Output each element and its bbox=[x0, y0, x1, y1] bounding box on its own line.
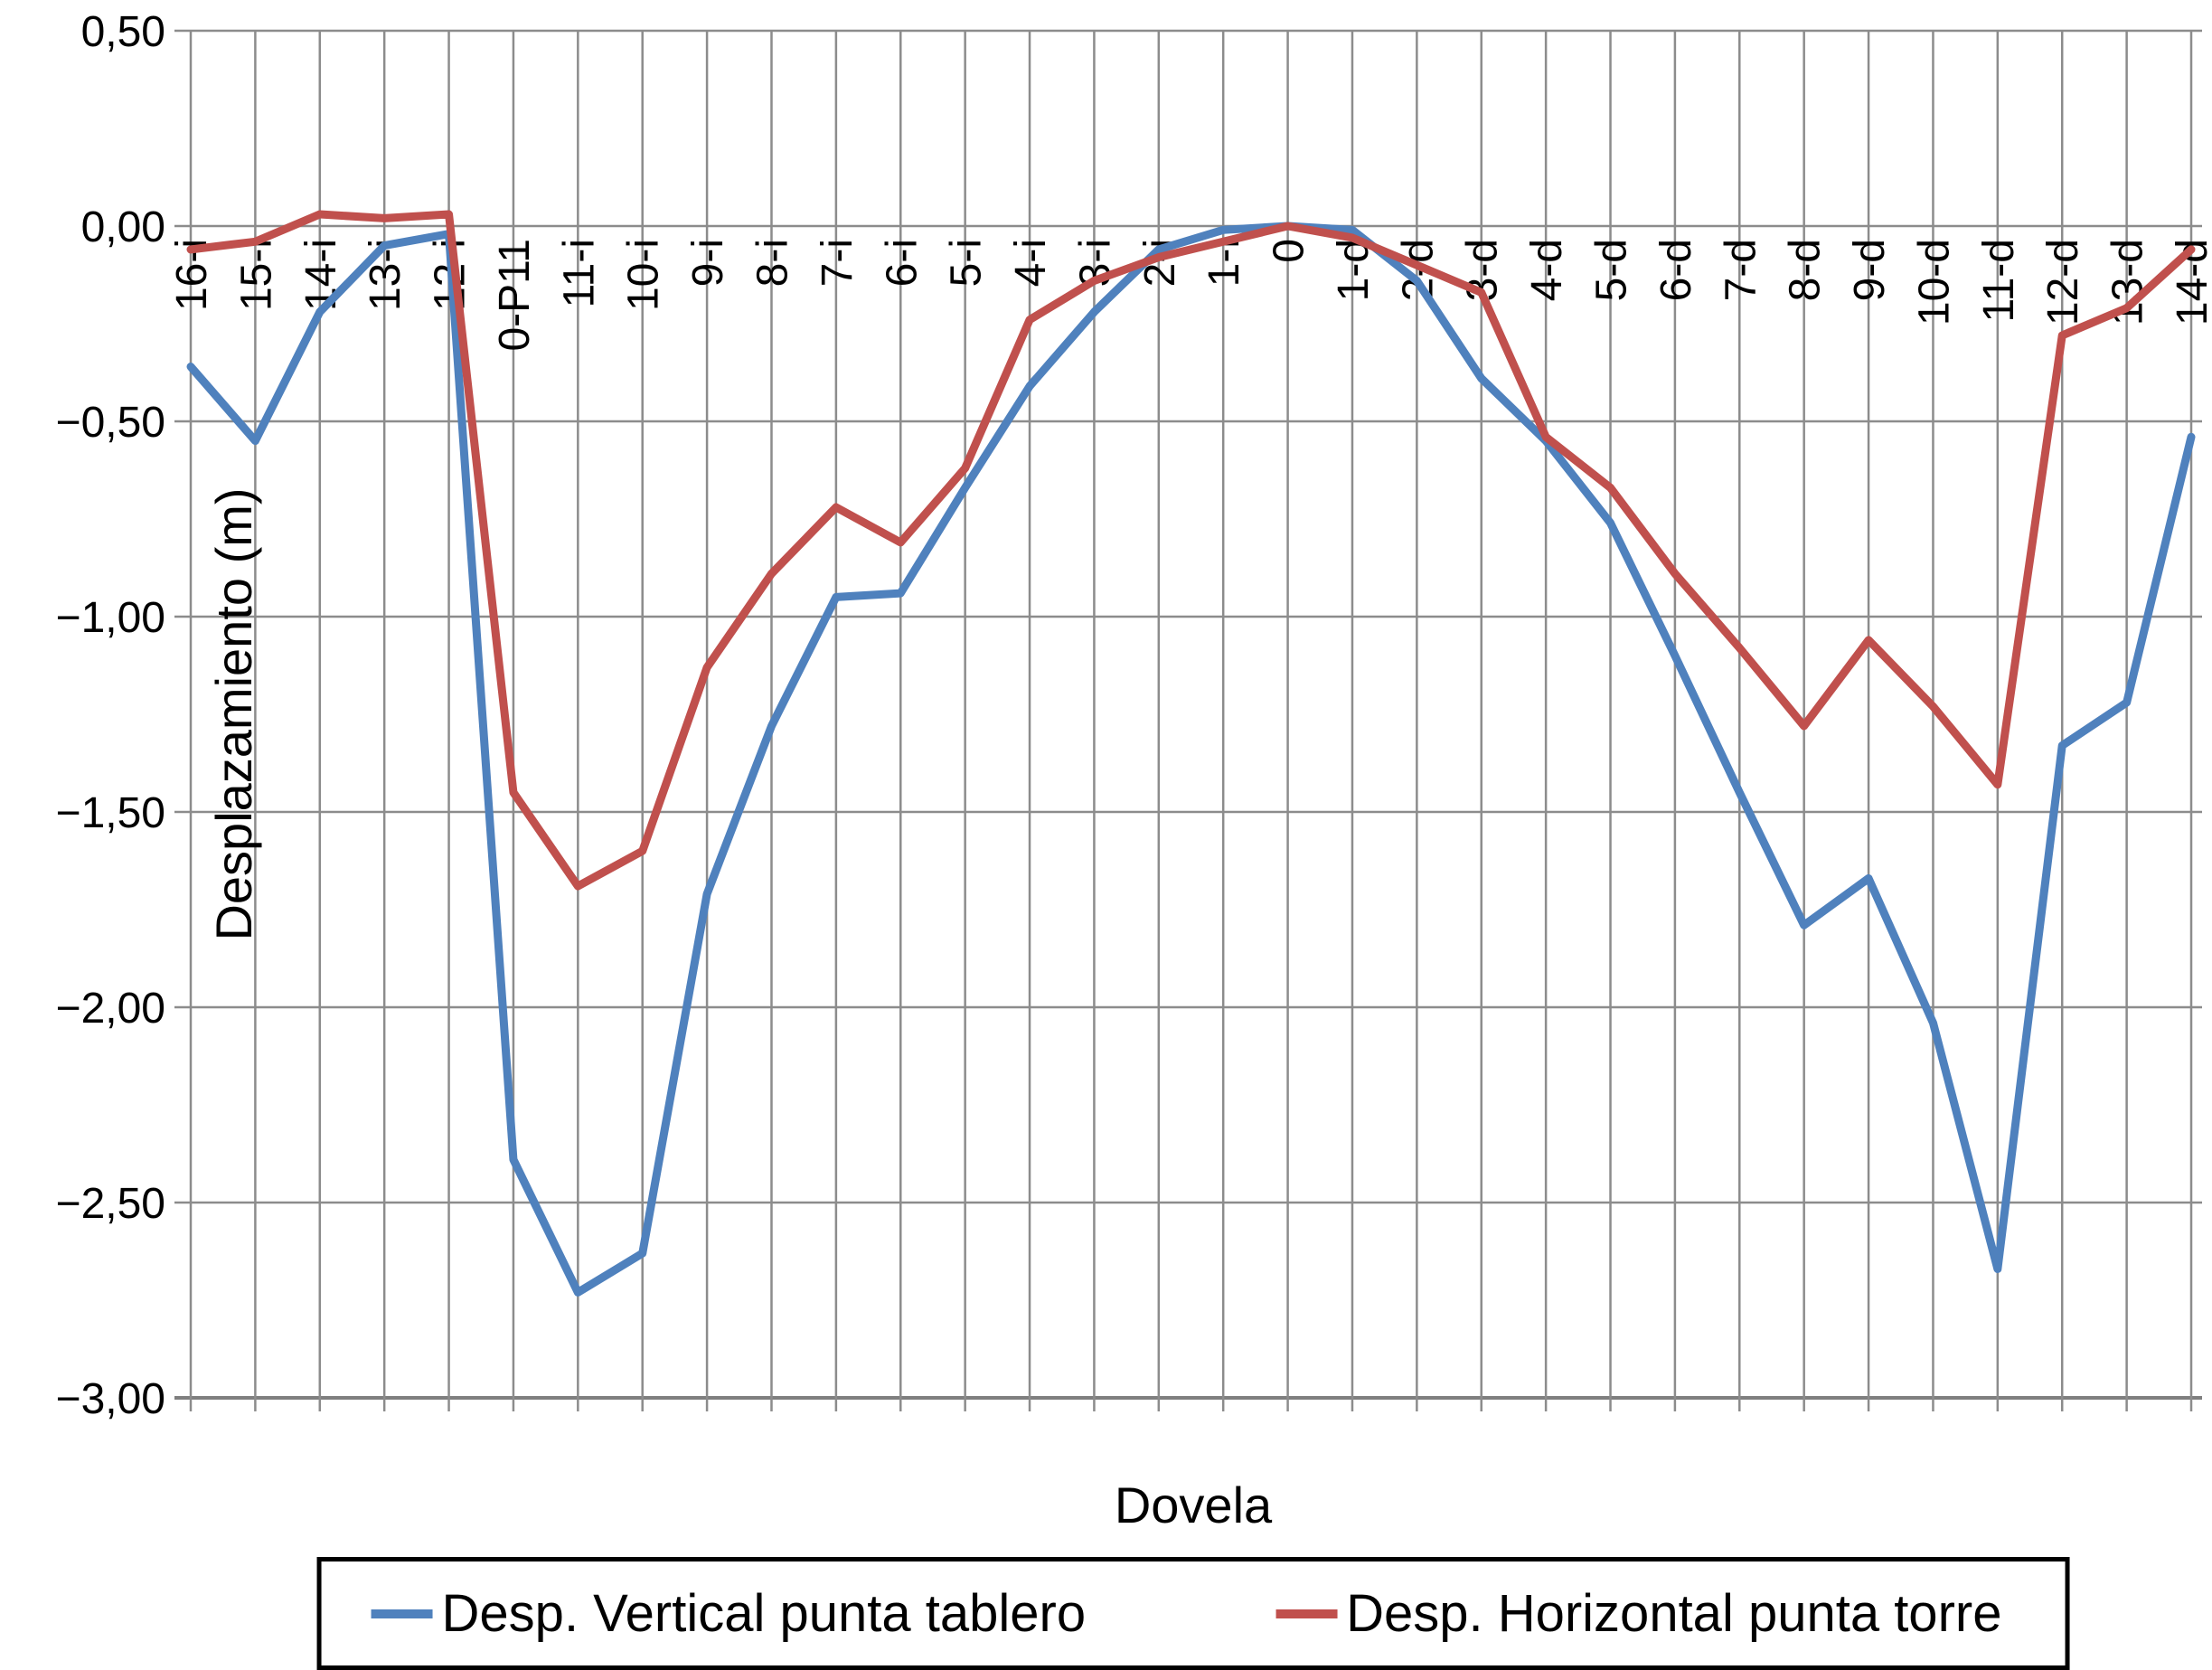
x-category-label: 9-d bbox=[1846, 239, 1894, 301]
x-category-label: 10-i bbox=[620, 239, 668, 311]
y-tick-label: −3,00 bbox=[56, 1375, 165, 1423]
x-category-label: 8-d bbox=[1782, 239, 1830, 301]
legend: Desp. Vertical punta tablero Desp. Horiz… bbox=[316, 1557, 2070, 1670]
series-line-vertical-tablero bbox=[186, 222, 2196, 1297]
legend-label: Desp. Vertical punta tablero bbox=[441, 1584, 1087, 1643]
legend-swatch-red-line bbox=[1275, 1609, 1338, 1618]
x-category-label: 6-i bbox=[878, 239, 926, 287]
y-tick-label: −1,00 bbox=[56, 594, 165, 642]
y-tick-label: −2,50 bbox=[56, 1180, 165, 1228]
x-category-label: 13-i bbox=[362, 239, 409, 311]
x-category-label: 6-d bbox=[1652, 239, 1700, 301]
x-category-label: 10-d bbox=[1910, 239, 1958, 326]
x-category-label: 9-i bbox=[684, 239, 732, 287]
x-category-label: 0 bbox=[1266, 239, 1313, 263]
x-category-label: 0-P11 bbox=[491, 239, 539, 352]
x-category-label: 12-d bbox=[2039, 239, 2087, 326]
legend-item-horizontal: Desp. Horizontal punta torre bbox=[1275, 1583, 2001, 1644]
x-category-label: 11-d bbox=[1975, 239, 2023, 323]
y-tick-labels: 0,50 0,00 −0,50 −1,00 −1,50 −2,00 −2,50 −3,00 bbox=[56, 8, 165, 1423]
x-category-label: 4-i bbox=[1007, 239, 1055, 287]
y-tick-label: −1,50 bbox=[56, 789, 165, 837]
x-category-label: 5-d bbox=[1588, 239, 1636, 301]
x-category-label: 7-i bbox=[814, 239, 861, 287]
x-category-label: 7-d bbox=[1717, 239, 1765, 301]
x-category-labels: 16-i 15-i 14-i 13-i 12-i 0-P11 11-i 10-i 9-i 8-i 7… bbox=[168, 239, 2212, 352]
y-tick-label: 0,00 bbox=[81, 203, 165, 251]
x-category-label: 8-i bbox=[748, 239, 796, 287]
x-category-label: 4-d bbox=[1523, 239, 1571, 301]
legend-item-vertical: Desp. Vertical punta tablero bbox=[371, 1583, 1087, 1644]
series-line-horizontal-torre bbox=[186, 210, 2196, 891]
x-category-label: 14-i bbox=[297, 239, 345, 311]
y-tick-label: −0,50 bbox=[56, 399, 165, 447]
x-category-label: 11-i bbox=[555, 239, 603, 307]
x-category-label: 5-i bbox=[943, 239, 991, 287]
y-tick-label: −2,00 bbox=[56, 985, 165, 1033]
y-axis-title: Desplazamiento (m) bbox=[205, 487, 263, 941]
y-tick-label: 0,50 bbox=[81, 8, 165, 56]
legend-label: Desp. Horizontal punta torre bbox=[1346, 1584, 2002, 1643]
legend-swatch-blue-line bbox=[371, 1609, 433, 1618]
x-category-label: 15-i bbox=[232, 239, 280, 311]
x-axis-title: Dovela bbox=[1114, 1477, 1273, 1533]
